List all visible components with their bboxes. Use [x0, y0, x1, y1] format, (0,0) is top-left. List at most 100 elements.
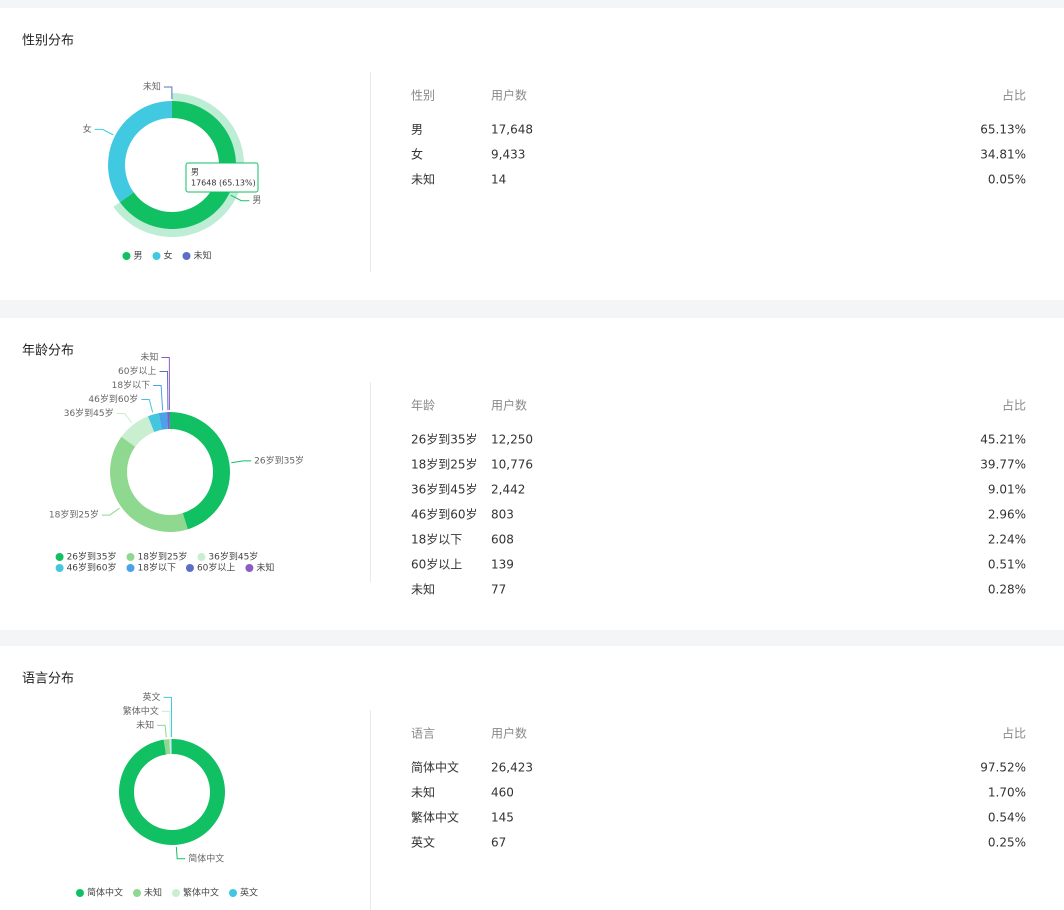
table-header: 用户数 [491, 726, 527, 741]
legend-item: 未知 [132, 887, 162, 899]
slice [158, 412, 168, 430]
slice [168, 412, 170, 430]
slice-label: 女 [83, 123, 92, 135]
legend-label: 36岁到45岁 [208, 551, 258, 563]
leader-line [94, 128, 114, 136]
table-cell: 1.70% [988, 786, 1026, 800]
table-cell: 65.13% [980, 123, 1026, 137]
legend-dot [197, 553, 206, 561]
slice [121, 416, 155, 447]
table-cell: 未知 [411, 786, 435, 800]
table-cell: 46岁到60岁 [411, 507, 478, 522]
table-cell: 英文 [411, 835, 435, 850]
panel [0, 318, 1064, 630]
table-cell: 12,250 [491, 433, 533, 447]
tooltip: 男 17648 (65.13%) [185, 162, 259, 193]
table-cell: 26,423 [491, 761, 533, 775]
table-cell: 34.81% [980, 148, 1026, 162]
table-cell: 0.25% [988, 836, 1026, 850]
legend-dot [75, 889, 84, 897]
table-header: 占比 [1002, 88, 1026, 103]
leader-line [159, 371, 169, 411]
leader-line [101, 507, 120, 516]
table-cell: 60岁以上 [411, 557, 462, 572]
table-cell: 2.96% [988, 508, 1026, 522]
tooltip-box [185, 162, 259, 193]
section-title: 年龄分布 [22, 344, 74, 359]
table-header: 占比 [1002, 398, 1026, 413]
table-cell: 17,648 [491, 123, 533, 137]
slice [147, 413, 162, 433]
legend-item: 未知 [245, 562, 274, 574]
tooltip-text: 17648 (65.13%) [191, 179, 256, 188]
slice-label: 46岁到60岁 [88, 393, 138, 405]
slice [119, 101, 236, 229]
leader-line [163, 86, 173, 100]
table-cell: 0.05% [988, 173, 1026, 187]
slice [109, 436, 188, 533]
table-cell: 2.24% [988, 533, 1026, 547]
slice-label: 18岁以下 [112, 379, 150, 391]
slice [108, 101, 172, 203]
table-cell: 10,776 [491, 458, 533, 472]
slice-label: 简体中文 [188, 852, 224, 864]
leader-line [161, 710, 171, 738]
legend-dot [172, 889, 180, 897]
legend-label: 未知 [144, 887, 162, 899]
table-cell: 未知 [411, 583, 435, 597]
leader-line [231, 460, 252, 464]
legend-item: 未知 [182, 250, 212, 262]
panel [0, 646, 1064, 910]
legend-item: 英文 [229, 887, 258, 899]
legend-item: 60岁以上 [185, 562, 235, 574]
table-header: 语言 [411, 727, 435, 741]
leader-line [153, 385, 164, 411]
leader-line [230, 194, 250, 202]
legend-label: 未知 [194, 250, 212, 262]
slice [169, 739, 172, 755]
table-cell: 繁体中文 [411, 810, 459, 825]
legend-item: 18岁以下 [126, 562, 176, 574]
legend-dot [126, 564, 135, 572]
table-cell: 460 [491, 786, 514, 800]
panel [0, 8, 1064, 300]
leader-line [161, 357, 170, 411]
legend-item: 18岁到25岁 [126, 551, 187, 563]
table-cell: 36岁到45岁 [411, 482, 478, 497]
table-cell: 2,442 [491, 483, 525, 497]
slice-label: 男 [252, 195, 261, 206]
leader-line [163, 696, 173, 738]
table-header: 占比 [1002, 726, 1026, 741]
table-cell: 18岁以下 [411, 532, 462, 547]
table-cell: 139 [491, 558, 514, 572]
table-cell: 0.28% [988, 583, 1026, 597]
legend-dot [229, 889, 238, 897]
slice-label: 26岁到35岁 [254, 454, 304, 466]
legend-dot [182, 252, 191, 260]
slice-label: 未知 [143, 81, 161, 93]
table-cell: 803 [491, 508, 514, 522]
table-cell: 9.01% [988, 483, 1026, 497]
table-cell: 26岁到35岁 [411, 432, 478, 447]
legend-item: 36岁到45岁 [197, 551, 258, 563]
slice-label: 36岁到45岁 [64, 407, 114, 419]
slice-label: 英文 [142, 691, 160, 703]
legend-dot [152, 252, 161, 260]
table-cell: 145 [491, 811, 514, 825]
slice [170, 411, 231, 530]
legend-dot [55, 564, 64, 572]
table-cell: 77 [491, 583, 506, 597]
leader-line [116, 413, 133, 424]
slice [167, 412, 170, 430]
slice-label: 繁体中文 [123, 705, 159, 717]
legend-label: 18岁到25岁 [137, 551, 187, 563]
legend-dot [245, 564, 254, 572]
legend-dot [122, 252, 131, 260]
legend-dot [55, 553, 64, 561]
slice-label: 18岁到25岁 [49, 509, 99, 521]
table-cell: 简体中文 [411, 760, 459, 775]
legend-label: 女 [163, 250, 172, 262]
table-cell: 67 [491, 836, 506, 850]
legend-item: 26岁到35岁 [55, 551, 116, 563]
